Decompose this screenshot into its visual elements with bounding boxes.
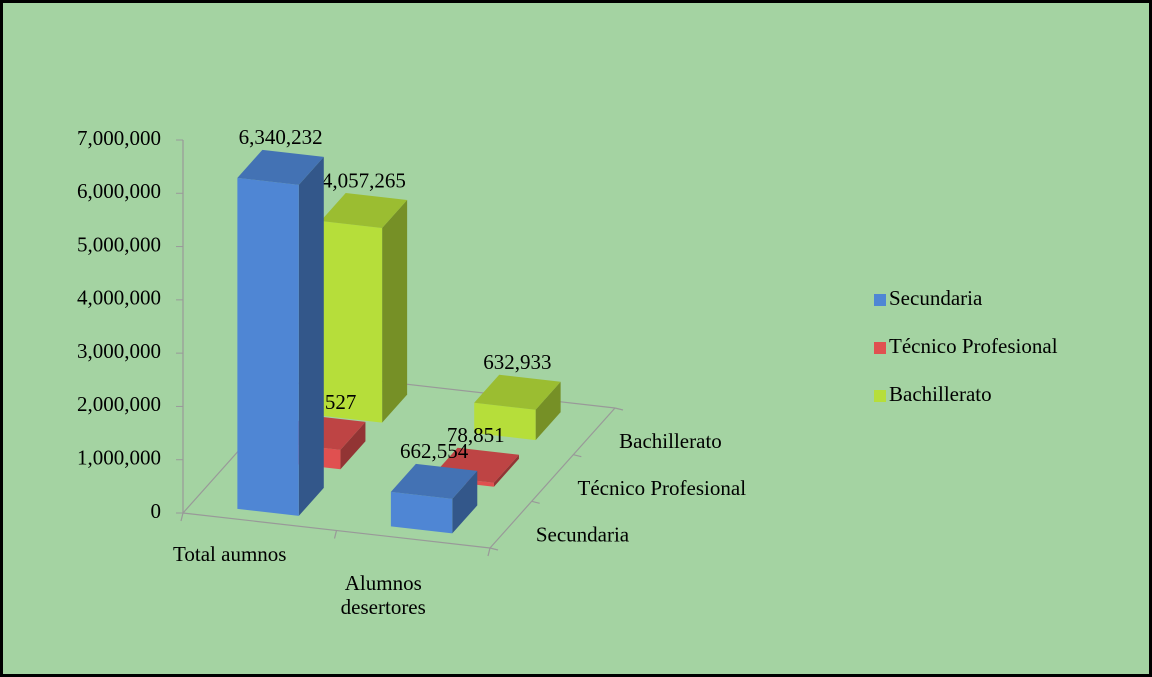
- bar: [237, 149, 324, 516]
- bar-front: [474, 402, 536, 441]
- y-tick-label: 7,000,000: [77, 126, 161, 150]
- bar-side: [340, 421, 366, 470]
- bar-top: [474, 374, 561, 410]
- bar: [390, 463, 478, 534]
- bar-front: [237, 177, 299, 516]
- value-label: 78,851: [447, 423, 505, 447]
- y-tick-label: 3,000,000: [77, 339, 161, 363]
- y-tick-label: 1,000,000: [77, 446, 161, 470]
- depth-label: Bachillerato: [619, 429, 722, 453]
- y-tick-label: 2,000,000: [77, 392, 161, 416]
- x-tick: [487, 547, 491, 557]
- bar-top: [237, 149, 324, 185]
- y-tick-label: 0: [151, 499, 162, 523]
- bar-side: [493, 454, 519, 487]
- legend-label: Secundaria: [889, 286, 983, 310]
- bar-top: [390, 463, 478, 499]
- value-label: 662,554: [400, 439, 469, 463]
- x-tick-label: Total aumnos: [173, 541, 287, 566]
- x-tick-label: Alumnos desertores: [340, 571, 426, 620]
- value-label: 632,933: [483, 350, 551, 374]
- bar-front: [390, 491, 453, 534]
- bar-side: [452, 470, 478, 534]
- bar-front: [320, 221, 383, 423]
- bar-side: [535, 381, 561, 441]
- value-label: 6,340,232: [239, 125, 323, 149]
- depth-label: Secundaria: [536, 522, 630, 546]
- depth-label: Técnico Profesional: [578, 476, 747, 500]
- y-tick-label: 4,000,000: [77, 286, 161, 310]
- depth-tick: [489, 547, 499, 551]
- bar: [474, 374, 561, 441]
- bar: [320, 193, 408, 423]
- depth-tick: [573, 454, 582, 458]
- depth-tick: [614, 407, 624, 411]
- depth-tick: [531, 500, 540, 504]
- bar-top: [320, 193, 408, 229]
- legend-swatch: [874, 342, 886, 354]
- legend-label: Técnico Profesional: [889, 334, 1058, 358]
- bar-side: [382, 200, 408, 423]
- chart: 0 1,000,000 2,000,000 3,000,000 4,000,000 5,0…: [77, 125, 1058, 557]
- bar-side: [298, 156, 324, 516]
- legend-label: Bachillerato: [889, 382, 992, 406]
- y-tick-label: 5,000,000: [77, 232, 161, 256]
- value-label: 4,057,265: [322, 168, 406, 192]
- legend-swatch: [874, 390, 886, 402]
- y-tick-label: 6,000,000: [77, 179, 161, 203]
- depth-axis: [489, 407, 616, 549]
- legend-swatch: [874, 294, 886, 306]
- x-tick: [333, 530, 338, 539]
- x-tick: [180, 512, 184, 522]
